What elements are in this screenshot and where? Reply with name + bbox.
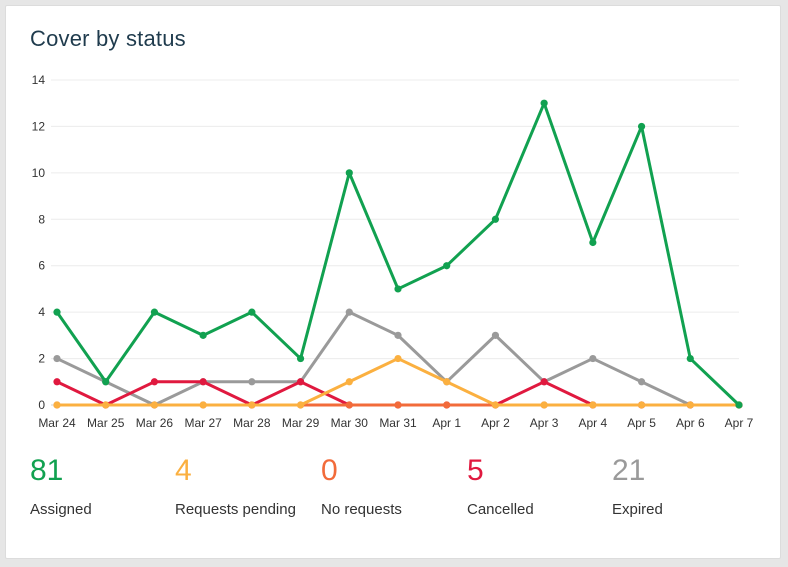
data-point-requests-pending[interactable] [296,401,305,409]
x-tick-label: Apr 4 [579,416,608,430]
data-point-cancelled[interactable] [53,378,61,386]
x-tick-label: Apr 6 [676,416,705,430]
data-point-expired[interactable] [248,378,256,386]
series-assigned [53,99,743,409]
x-tick-label: Mar 28 [233,416,271,430]
data-point-assigned[interactable] [150,308,159,316]
data-point-assigned[interactable] [637,122,646,131]
data-point-assigned[interactable] [394,285,402,293]
y-tick-label: 2 [38,352,45,366]
card-title: Cover by status [30,26,186,51]
stat-label: No requests [321,501,402,518]
stat-value: 5 [467,454,484,487]
data-point-cancelled[interactable] [199,378,207,386]
stat-value: 4 [175,454,192,487]
data-point-expired[interactable] [394,331,402,339]
stat-label: Cancelled [467,501,534,518]
data-point-cancelled[interactable] [540,378,548,386]
data-point-requests-pending[interactable] [248,401,256,409]
cover-by-status-card: Cover by status 0 2 4 6 8 10 12 14 Mar 24 Mar 25… [5,5,781,559]
x-tick-label: Mar 31 [379,416,417,430]
y-tick-label: 0 [38,398,45,412]
stat-value: 21 [612,454,646,487]
y-tick-label: 6 [38,259,45,273]
data-point-requests-pending[interactable] [199,401,207,409]
data-point-assigned[interactable] [345,169,353,177]
stat-cancelled: 5 Cancelled [467,454,534,518]
data-point-requests-pending[interactable] [394,354,402,363]
chart-series [53,99,743,409]
stat-label: Assigned [30,501,92,518]
data-point-cancelled[interactable] [150,378,159,386]
x-tick-label: Mar 30 [331,416,369,430]
status-summary: 81 Assigned 4 Requests pending 0 No requ… [6,454,782,534]
data-point-expired[interactable] [345,308,353,316]
data-point-expired[interactable] [589,354,597,363]
data-point-assigned[interactable] [589,238,597,247]
x-tick-label: Mar 26 [136,416,174,430]
data-point-requests-pending[interactable] [589,401,597,409]
data-point-assigned[interactable] [102,378,110,386]
data-point-requests-pending[interactable] [540,401,548,409]
x-tick-label: Mar 24 [38,416,76,430]
x-tick-label: Apr 7 [725,416,754,430]
data-point-requests-pending[interactable] [53,401,61,409]
chart-grid [51,79,739,406]
data-point-requests-pending[interactable] [150,401,159,409]
data-point-requests-pending[interactable] [345,378,353,386]
data-point-assigned[interactable] [199,331,207,339]
y-tick-label: 12 [32,119,46,133]
x-tick-label: Apr 1 [432,416,461,430]
data-point-assigned[interactable] [296,354,305,363]
series-requests-pending [53,354,743,409]
x-tick-label: Apr 5 [627,416,656,430]
data-point-no-requests[interactable] [345,401,353,409]
stat-value: 81 [30,454,64,487]
data-point-requests-pending[interactable] [637,401,646,409]
data-point-expired[interactable] [491,331,500,339]
x-tick-label: Mar 29 [282,416,320,430]
data-point-expired[interactable] [637,378,646,386]
x-tick-label: Apr 3 [530,416,559,430]
x-tick-label: Mar 27 [184,416,222,430]
data-point-no-requests[interactable] [443,401,451,409]
data-point-requests-pending[interactable] [443,378,451,386]
data-point-assigned[interactable] [540,99,548,107]
data-point-assigned[interactable] [686,354,694,363]
stat-label: Requests pending [175,501,296,518]
data-point-requests-pending[interactable] [686,401,694,409]
data-point-cancelled[interactable] [296,378,305,386]
stat-no-requests: 0 No requests [321,454,402,518]
x-axis: Mar 24 Mar 25 Mar 26 Mar 27 Mar 28 Mar 29 Mar … [38,416,753,430]
stat-value: 0 [321,454,338,487]
x-tick-label: Apr 2 [481,416,510,430]
y-tick-label: 4 [38,305,45,319]
stat-label: Expired [612,501,663,518]
data-point-assigned[interactable] [443,262,451,270]
stat-assigned: 81 Assigned [30,454,92,518]
data-point-assigned[interactable] [53,308,61,316]
x-tick-label: Mar 25 [87,416,125,430]
y-axis: 0 2 4 6 8 10 12 14 [32,73,46,412]
stat-expired: 21 Expired [612,454,663,518]
data-point-no-requests[interactable] [394,401,402,409]
data-point-assigned[interactable] [248,308,256,316]
y-tick-label: 14 [32,73,46,87]
stat-requests-pending: 4 Requests pending [175,454,296,518]
data-point-assigned[interactable] [491,215,500,223]
data-point-requests-pending[interactable] [491,401,500,409]
y-tick-label: 10 [32,166,46,180]
data-point-assigned[interactable] [735,401,743,409]
y-tick-label: 8 [38,212,45,226]
data-point-expired[interactable] [53,354,61,363]
data-point-requests-pending[interactable] [102,401,110,409]
